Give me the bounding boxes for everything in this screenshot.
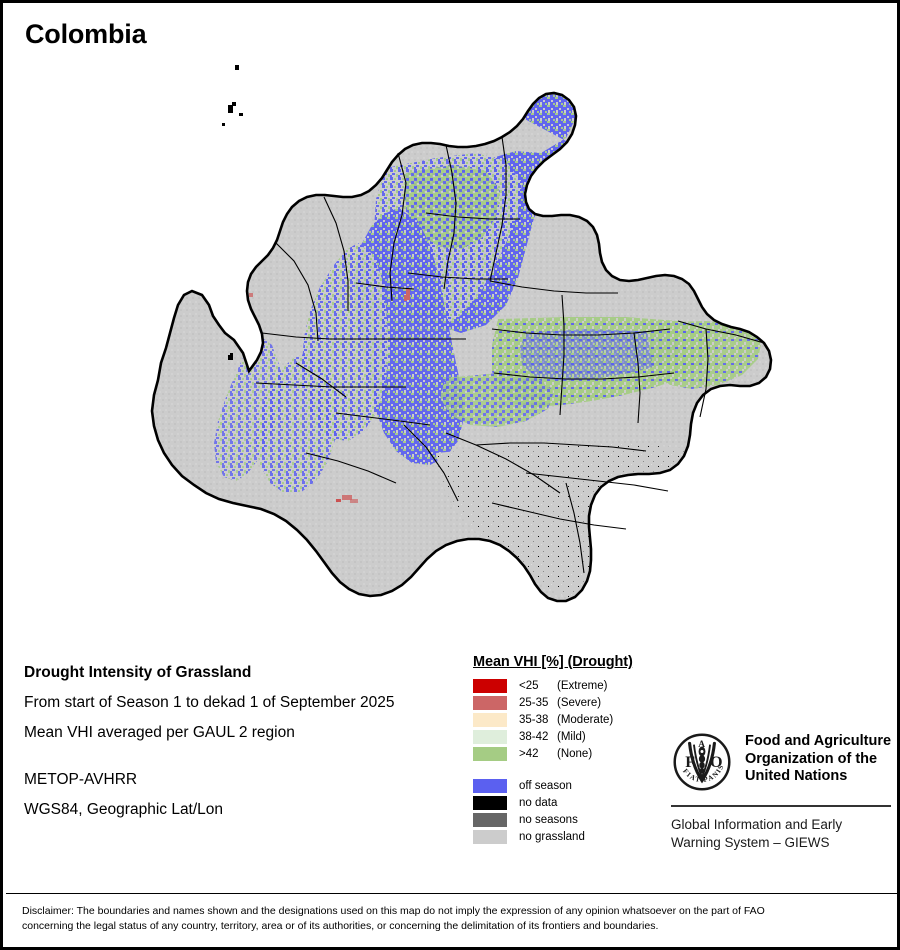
national-boundary [150, 91, 773, 603]
legend-item-no-grassland[interactable]: no grassland [473, 828, 673, 845]
fao-organization-name: Food and Agriculture Organization of the… [745, 731, 891, 786]
legend-item-no-data[interactable]: no data [473, 794, 673, 811]
legend-category-mild: (Mild) [557, 730, 586, 743]
colombia-map-graphic [150, 65, 773, 603]
caption-block: Drought Intensity of Grassland From star… [24, 658, 454, 825]
giews-line1: Global Information and Early [671, 817, 843, 832]
fao-divider [671, 805, 891, 807]
legend-swatch-none [473, 746, 507, 761]
disclaimer-line2: concerning the legal status of any count… [22, 920, 659, 932]
legend-label-moderate: 35-38 (Moderate) [519, 714, 613, 726]
map-legend: Mean VHI [%] (Drought) <25 (Extreme) 25-… [473, 654, 673, 845]
island-markers [222, 65, 243, 360]
caption-sensor: METOP-AVHRR [24, 771, 138, 788]
legend-label-none: >42 (None) [519, 748, 592, 760]
disclaimer-divider [6, 893, 897, 894]
legend-swatch-mild [473, 729, 507, 744]
fao-name-line3: United Nations [745, 768, 848, 784]
legend-range-severe: 25-35 [519, 696, 549, 709]
map-canvas[interactable] [6, 33, 897, 643]
legend-range-extreme: <25 [519, 679, 539, 692]
caption-aggregation: Mean VHI averaged per GAUL 2 region [24, 724, 295, 741]
legend-label-no-data: no data [519, 796, 558, 809]
legend-swatch-off-season [473, 778, 507, 793]
giews-line2: Warning System – GIEWS [671, 835, 830, 850]
legend-swatch-no-grassland [473, 829, 507, 844]
caption-spacer [24, 748, 454, 765]
fao-name-line2: Organization of the [745, 750, 878, 767]
legend-item-none[interactable]: >42 (None) [473, 745, 673, 762]
legend-category-moderate: (Moderate) [557, 713, 614, 726]
legend-category-none: (None) [557, 747, 593, 760]
admin-boundaries [255, 136, 765, 574]
caption-projection: WGS84, Geographic Lat/Lon [24, 801, 224, 818]
legend-item-severe[interactable]: 25-35 (Severe) [473, 694, 673, 711]
legend-label-no-seasons: no seasons [519, 813, 578, 826]
map-raster-layer [152, 93, 771, 601]
giews-name: Global Information and Early Warning Sys… [671, 816, 893, 852]
caption-heading: Drought Intensity of Grassland [24, 664, 252, 681]
legend-label-extreme: <25 (Extreme) [519, 680, 607, 692]
legend-range-mild: 38-42 [519, 730, 549, 743]
legend-title: Mean VHI [%] (Drought) [473, 654, 633, 670]
legend-swatch-no-seasons [473, 812, 507, 827]
page-title: Colombia [25, 19, 147, 49]
svg-text:A: A [698, 740, 705, 750]
legend-label-off-season: off season [519, 779, 572, 792]
fao-logo-icon: F O A FIAT PANIS [673, 733, 731, 791]
legend-range-none: >42 [519, 747, 539, 760]
legend-swatch-no-data [473, 795, 507, 810]
svg-text:O: O [710, 754, 723, 771]
legend-item-extreme[interactable]: <25 (Extreme) [473, 677, 673, 694]
legend-category-extreme: (Extreme) [557, 679, 608, 692]
legend-label-no-grassland: no grassland [519, 830, 585, 843]
legend-category-severe: (Severe) [557, 696, 602, 709]
fao-branding: F O A FIAT PANIS Food and Agriculture Or… [671, 731, 893, 852]
legend-item-off-season[interactable]: off season [473, 777, 673, 794]
legend-swatch-extreme [473, 678, 507, 693]
legend-spacer [473, 762, 673, 777]
caption-period: From start of Season 1 to dekad 1 of Sep… [24, 694, 395, 711]
legend-swatch-severe [473, 695, 507, 710]
legend-label-severe: 25-35 (Severe) [519, 697, 601, 709]
disclaimer-line1: Disclaimer: The boundaries and names sho… [22, 905, 765, 917]
svg-text:F: F [685, 754, 695, 771]
legend-range-moderate: 35-38 [519, 713, 549, 726]
legend-item-no-seasons[interactable]: no seasons [473, 811, 673, 828]
disclaimer-text: Disclaimer: The boundaries and names sho… [22, 904, 880, 934]
legend-item-mild[interactable]: 38-42 (Mild) [473, 728, 673, 745]
legend-label-mild: 38-42 (Mild) [519, 731, 586, 743]
legend-swatch-moderate [473, 712, 507, 727]
fao-name-line1: Food and Agriculture [745, 733, 892, 749]
fao-header: F O A FIAT PANIS Food and Agriculture Or… [671, 731, 893, 793]
legend-item-moderate[interactable]: 35-38 (Moderate) [473, 711, 673, 728]
